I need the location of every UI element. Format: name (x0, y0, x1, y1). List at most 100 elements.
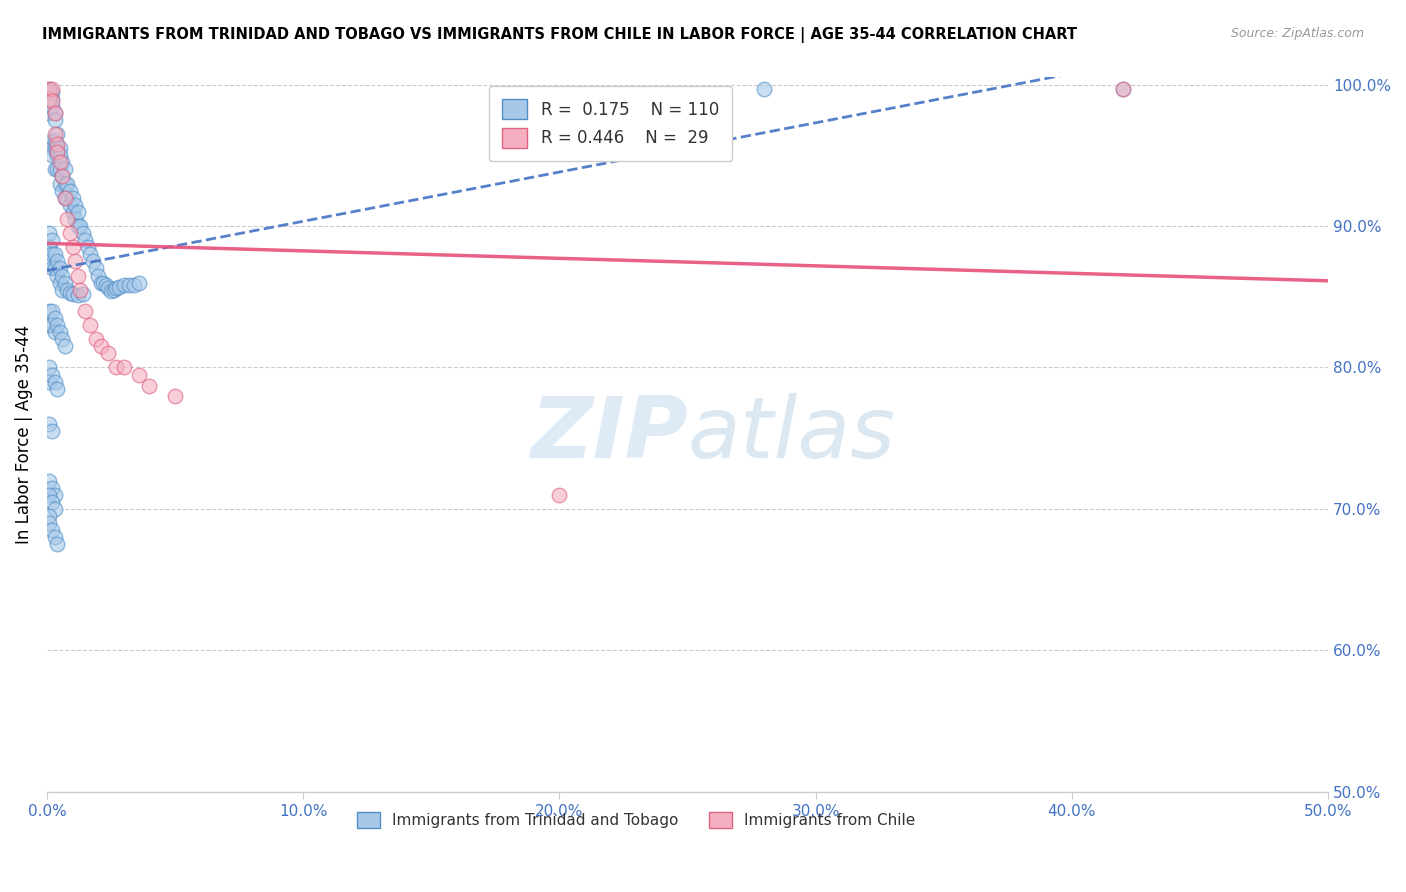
Point (41, 424, 63, 438)
Point (41, 318, 63, 332)
Point (63, 254, 86, 268)
Point (44, 488, 66, 502)
Point (44, 162, 66, 177)
Point (66, 268, 89, 283)
Point (56, 211, 79, 226)
Point (48, 162, 70, 177)
Point (66, 219, 89, 233)
Point (41, 85, 63, 99)
Point (62, 287, 84, 301)
Point (46, 148, 69, 162)
Point (41, 95, 63, 109)
Point (46, 268, 69, 283)
Point (62, 205, 84, 219)
Point (41, 261, 63, 276)
Point (128, 368, 150, 382)
Point (46, 145, 69, 160)
Point (46, 136, 69, 151)
Point (56, 283, 79, 297)
Point (90, 276, 112, 290)
Point (41, 82, 63, 96)
Point (41, 481, 63, 495)
Point (91, 276, 114, 290)
Point (59, 285, 82, 300)
Text: IMMIGRANTS FROM TRINIDAD AND TOBAGO VS IMMIGRANTS FROM CHILE IN LABOR FORCE | AG: IMMIGRANTS FROM TRINIDAD AND TOBAGO VS I… (42, 27, 1077, 43)
Point (48, 325, 70, 339)
Point (41, 148, 63, 162)
Point (51, 184, 73, 198)
Point (46, 254, 69, 268)
Point (38, 360, 60, 375)
Point (46, 141, 69, 155)
Point (44, 134, 66, 148)
Point (97, 346, 120, 360)
Point (51, 268, 73, 283)
Point (1112, 82, 1135, 96)
Point (38, 240, 60, 254)
Point (66, 205, 89, 219)
Point (51, 155, 73, 169)
Point (84, 332, 107, 346)
Point (100, 284, 122, 298)
Point (46, 382, 69, 396)
Point (75, 233, 97, 247)
Point (62, 240, 84, 254)
Point (38, 417, 60, 431)
Point (51, 332, 73, 346)
Point (163, 389, 186, 403)
Point (59, 198, 82, 212)
Point (38, 92, 60, 106)
Point (46, 318, 69, 332)
Point (48, 177, 70, 191)
Point (53, 191, 76, 205)
Point (44, 141, 66, 155)
Point (69, 219, 91, 233)
Point (41, 368, 63, 382)
Point (38, 375, 60, 389)
Point (44, 530, 66, 544)
Point (38, 488, 60, 502)
Point (48, 141, 70, 155)
Point (87, 268, 110, 283)
Point (56, 191, 79, 205)
Point (51, 169, 73, 184)
Point (41, 523, 63, 537)
Point (48, 155, 70, 169)
Point (41, 247, 63, 261)
Point (79, 318, 101, 332)
Point (53, 339, 76, 353)
Point (38, 85, 60, 99)
Point (103, 283, 125, 297)
Y-axis label: In Labor Force | Age 35-44: In Labor Force | Age 35-44 (15, 326, 32, 544)
Point (44, 261, 66, 276)
Point (41, 99, 63, 113)
Point (122, 278, 145, 293)
Point (38, 304, 60, 318)
Point (48, 261, 70, 276)
Point (44, 112, 66, 127)
Point (44, 502, 66, 516)
Point (548, 488, 571, 502)
Point (38, 92, 60, 106)
Point (63, 198, 86, 212)
Point (56, 177, 79, 191)
Point (1112, 82, 1135, 96)
Point (44, 310, 66, 325)
Point (38, 318, 60, 332)
Point (75, 304, 97, 318)
Point (38, 509, 60, 524)
Point (38, 226, 60, 240)
Point (46, 127, 69, 141)
Point (112, 360, 135, 375)
Point (51, 283, 73, 297)
Point (53, 191, 76, 205)
Point (44, 375, 66, 389)
Point (754, 82, 776, 96)
Point (44, 325, 66, 339)
Point (59, 226, 82, 240)
Point (63, 211, 86, 226)
Point (48, 276, 70, 290)
Point (128, 276, 150, 290)
Point (46, 537, 69, 551)
Point (51, 169, 73, 184)
